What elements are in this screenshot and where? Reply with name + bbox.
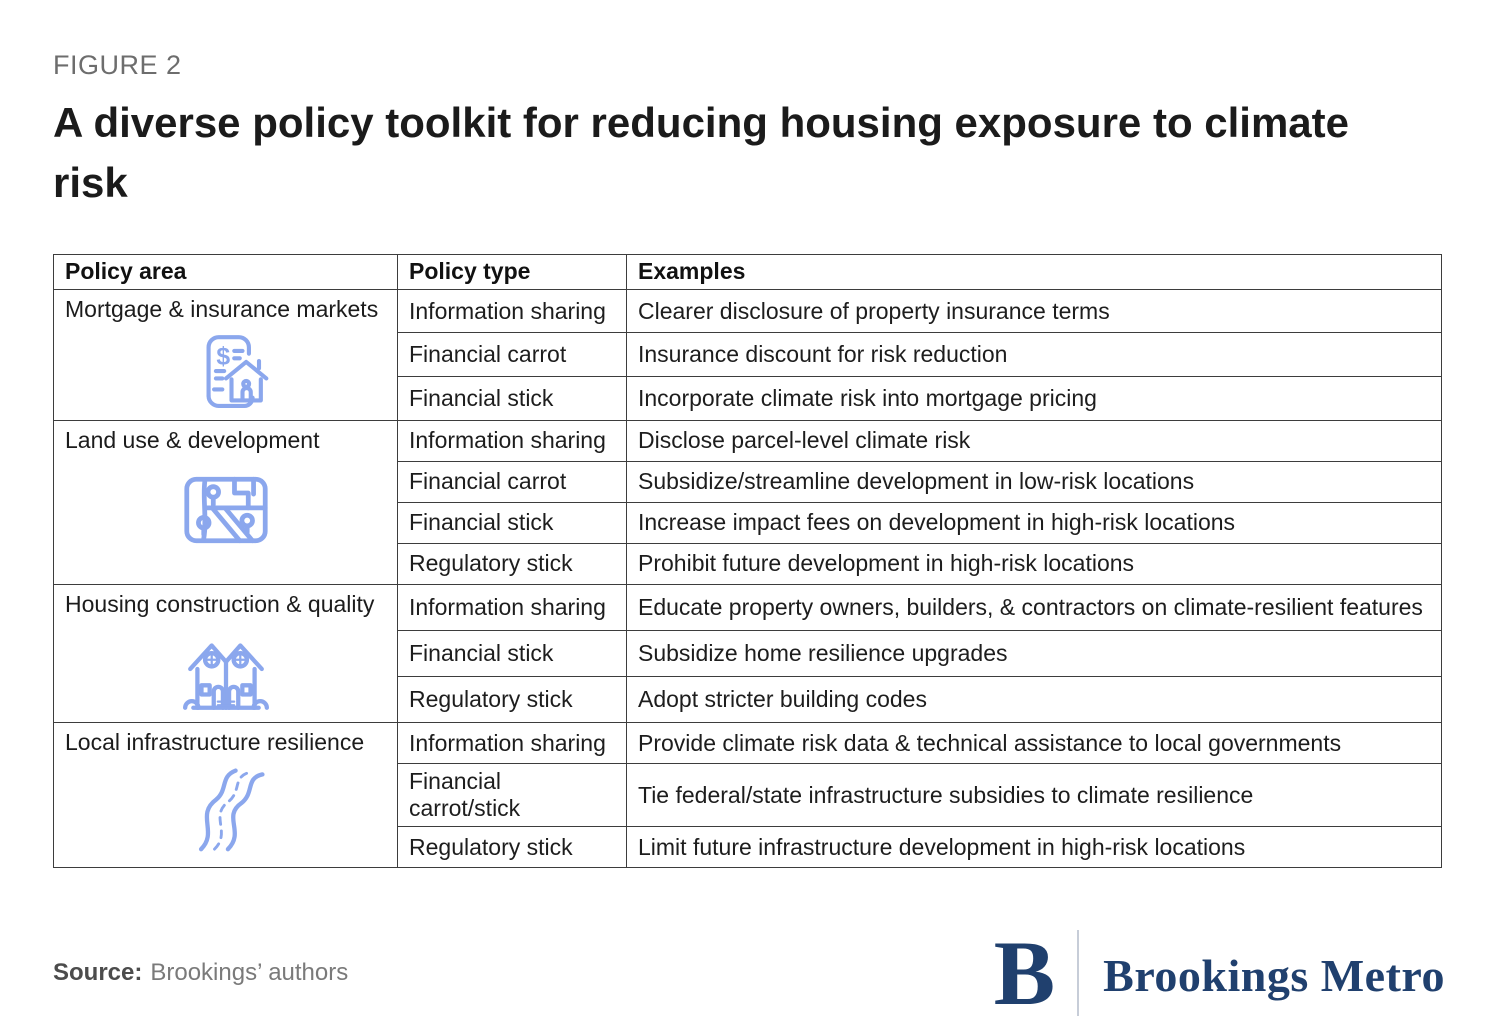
- example-cell: Insurance discount for risk reduction: [626, 332, 1442, 377]
- table-row: Housing construction & quality: [53, 583, 1442, 724]
- winding-road-icon: [65, 761, 386, 853]
- policy-type-cell: Information sharing: [397, 419, 627, 462]
- example-cell: Limit future infrastructure development …: [626, 826, 1442, 869]
- example-cell: Adopt stricter building codes: [626, 675, 1442, 724]
- logo-wordmark: Brookings Metro: [1103, 949, 1445, 1001]
- figure-label: FIGURE 2: [53, 50, 182, 80]
- table-row: Financial carrot Insurance discount for …: [54, 332, 1442, 377]
- example-cell: Increase impact fees on development in h…: [626, 501, 1442, 544]
- source-line: Source: Brookings’ authors: [53, 959, 348, 987]
- policy-table: Policy area Policy type Examples Mortgag…: [53, 253, 1442, 869]
- policy-type-cell: Regulatory stick: [397, 675, 627, 724]
- example-cell: Clearer disclosure of property insurance…: [626, 288, 1442, 334]
- logo-divider: [1077, 930, 1080, 1017]
- table-row: Mortgage & insurance markets $: [53, 288, 1442, 421]
- twin-houses-icon: [65, 622, 386, 718]
- table-row: Local infrastructure resilience Informat…: [53, 722, 1442, 869]
- table-row: Regulatory stick Prohibit future develop…: [54, 542, 1442, 585]
- policy-type-cell: Financial stick: [397, 376, 627, 421]
- example-cell: Provide climate risk data & technical as…: [626, 722, 1442, 765]
- table-row: Land use & development: [53, 419, 1442, 585]
- policy-type-cell: Information sharing: [397, 288, 627, 334]
- policy-type-cell: Financial stick: [397, 501, 627, 544]
- figure-footer: Source: Brookings’ authors B Brookings Me…: [53, 921, 1445, 1020]
- page-title: A diverse policy toolkit for reducing ho…: [53, 99, 1350, 207]
- mortgage-scroll-house-icon: $: [65, 328, 386, 416]
- table-row: Financial carrot Subsidize/streamline de…: [54, 460, 1442, 503]
- example-cell: Subsidize home resilience upgrades: [626, 629, 1442, 677]
- column-header-policy-type: Policy type: [397, 253, 627, 290]
- brookings-metro-logo: B Brookings Metro: [993, 921, 1445, 1020]
- example-cell: Tie federal/state infrastructure subsidi…: [626, 763, 1442, 828]
- policy-area-cell-housing: Housing construction & quality: [53, 583, 398, 724]
- policy-area-label: Local infrastructure resilience: [65, 729, 365, 756]
- table-row: Regulatory stick Adopt stricter building…: [54, 675, 1442, 724]
- policy-area-cell-mortgage: Mortgage & insurance markets $: [53, 288, 398, 421]
- source-text: Brookings’ authors: [150, 959, 349, 987]
- example-cell: Subsidize/streamline development in low-…: [626, 460, 1442, 503]
- example-cell: Disclose parcel-level climate risk: [626, 419, 1442, 462]
- policy-type-cell: Financial stick: [397, 629, 627, 677]
- policy-type-cell: Regulatory stick: [397, 826, 627, 869]
- policy-type-cell: Information sharing: [397, 722, 627, 765]
- policy-type-cell: Financial carrot: [397, 460, 627, 503]
- example-cell: Educate property owners, builders, & con…: [626, 583, 1442, 631]
- example-cell: Prohibit future development in high-risk…: [626, 542, 1442, 585]
- svg-text:$: $: [216, 343, 230, 370]
- policy-type-cell: Information sharing: [397, 583, 627, 631]
- brookings-b-logo-icon: B: [993, 921, 1056, 1020]
- policy-type-cell: Regulatory stick: [397, 542, 627, 585]
- table-row: Financial stick Increase impact fees on …: [54, 501, 1442, 544]
- table-row: Regulatory stick Limit future infrastruc…: [54, 826, 1442, 869]
- policy-area-cell-land-use: Land use & development: [53, 419, 398, 585]
- policy-type-cell: Financial carrot: [397, 332, 627, 377]
- column-header-policy-area: Policy area: [53, 253, 398, 290]
- example-cell: Incorporate climate risk into mortgage p…: [626, 376, 1442, 421]
- source-label: Source:: [53, 959, 143, 987]
- policy-area-label: Mortgage & insurance markets: [65, 295, 379, 322]
- table-row: Financial stick Subsidize home resilienc…: [54, 629, 1442, 677]
- policy-area-label: Housing construction & quality: [65, 590, 375, 617]
- column-header-examples: Examples: [626, 253, 1442, 290]
- policy-type-cell: Financial carrot/stick: [397, 763, 627, 828]
- policy-area-cell-infrastructure: Local infrastructure resilience: [53, 722, 398, 869]
- table-row: Financial carrot/stick Tie federal/state…: [54, 763, 1442, 828]
- policy-area-label: Land use & development: [65, 426, 320, 453]
- table-header-row: Policy area Policy type Examples: [53, 253, 1442, 290]
- map-with-pins-icon: [65, 458, 386, 562]
